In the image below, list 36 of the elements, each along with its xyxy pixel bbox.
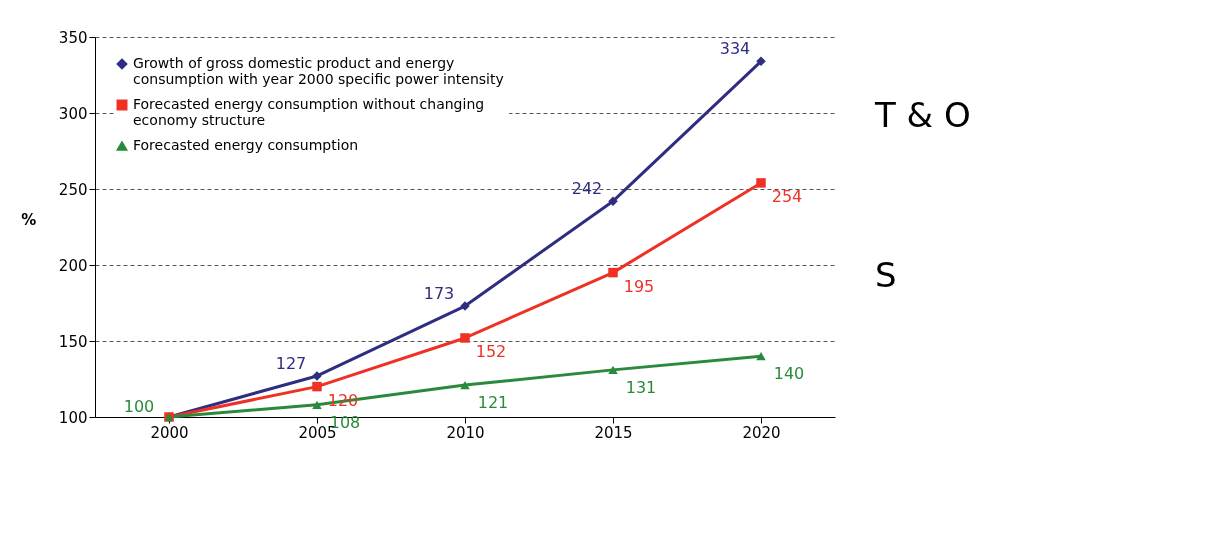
text: S xyxy=(875,255,897,295)
data-label: 173 xyxy=(423,284,455,304)
point xyxy=(756,56,766,67)
x-tick-label: 2020 xyxy=(742,423,781,442)
y-tick-label: 250 xyxy=(58,180,88,199)
data-label: 254 xyxy=(771,186,803,206)
x-tick-label: 2000 xyxy=(150,423,189,442)
point xyxy=(312,400,322,409)
data-label: 127 xyxy=(275,353,307,373)
legend-label: Forecasted energy consumption without changing economy structure xyxy=(133,96,485,128)
y-axis-title: % xyxy=(21,210,37,229)
legend-label: Growth of gross domestic product and energy consumption with year 2000 specific power intensity xyxy=(133,55,504,87)
x-tick-label: 2015 xyxy=(594,423,633,442)
data-label: 140 xyxy=(773,364,805,384)
data-label: 242 xyxy=(571,179,603,199)
point xyxy=(608,365,618,374)
data-label: 152 xyxy=(475,341,507,361)
point xyxy=(460,380,470,390)
y-tick-label: 300 xyxy=(58,104,88,123)
y-tick-label: 350 xyxy=(58,28,88,47)
y-tick-label: 100 xyxy=(58,408,88,427)
y-tick-label: 200 xyxy=(58,256,88,275)
point xyxy=(312,381,322,392)
point xyxy=(756,352,766,361)
data-label: 100 xyxy=(123,397,155,416)
point xyxy=(460,333,470,343)
data-label: 121 xyxy=(477,393,509,413)
x-tick-label: 2010 xyxy=(446,423,485,442)
data-label: 131 xyxy=(625,377,657,397)
data-label: 195 xyxy=(623,276,655,296)
point xyxy=(756,178,766,188)
y-tick-label: 150 xyxy=(58,332,88,351)
point xyxy=(608,267,618,278)
text: T & O xyxy=(874,95,971,135)
data-label: 334 xyxy=(719,39,751,59)
legend-label: Forecasted energy consumption xyxy=(133,137,359,153)
